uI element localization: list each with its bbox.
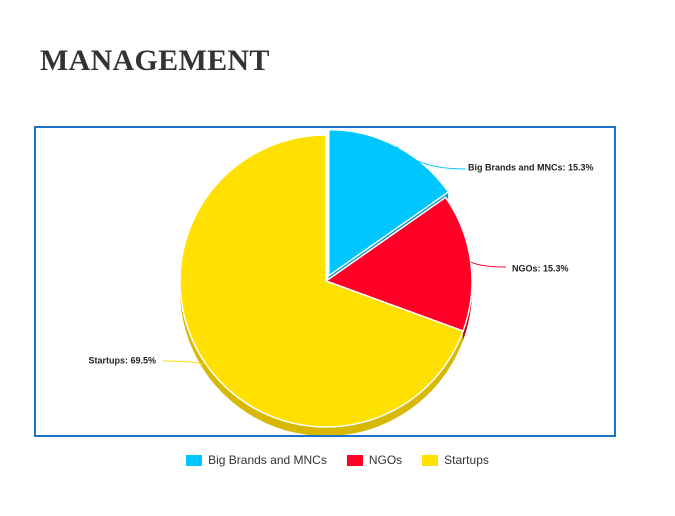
legend-item[interactable]: NGOs bbox=[346, 453, 403, 467]
legend-swatch bbox=[346, 454, 363, 466]
legend-label: NGOs bbox=[368, 453, 403, 467]
label-connector bbox=[162, 360, 207, 366]
page-title: MANAGEMENT bbox=[40, 44, 270, 77]
slice-label: Big Brands and MNCs: 15.3% bbox=[468, 162, 594, 172]
label-connector bbox=[395, 145, 466, 170]
legend-swatch bbox=[186, 454, 203, 466]
chart-legend: Big Brands and MNCs NGOs Startups bbox=[0, 453, 675, 467]
legend-item[interactable]: Big Brands and MNCs bbox=[186, 453, 327, 467]
label-connector bbox=[470, 261, 507, 268]
legend-label: Startups bbox=[444, 453, 489, 467]
slice-label: NGOs: 15.3% bbox=[512, 263, 569, 273]
pie-chart: Big Brands and MNCs: 15.3% NGOs: 15.3% Sta… bbox=[88, 128, 594, 435]
chart-frame: Big Brands and MNCs: 15.3% NGOs: 15.3% Sta… bbox=[34, 126, 616, 437]
slice-label: Startups: 69.5% bbox=[88, 355, 156, 365]
legend-swatch bbox=[422, 454, 439, 466]
legend-item[interactable]: Startups bbox=[422, 453, 489, 467]
legend-label: Big Brands and MNCs bbox=[208, 453, 327, 467]
pie-slice-startups[interactable] bbox=[179, 134, 465, 428]
